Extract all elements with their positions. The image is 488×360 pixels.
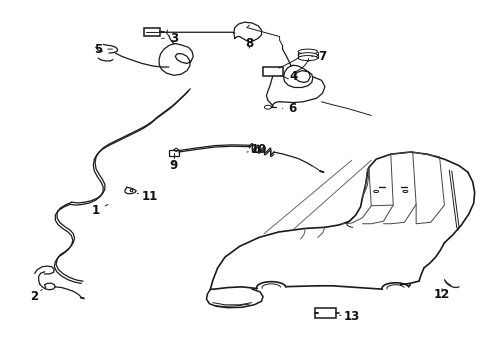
Bar (144, 28, 159, 36)
Text: 4: 4 (281, 69, 297, 82)
Ellipse shape (298, 55, 317, 60)
Text: 1: 1 (92, 204, 108, 217)
Text: 9: 9 (169, 159, 178, 172)
Text: 3: 3 (161, 32, 178, 45)
Text: 8: 8 (245, 37, 253, 50)
Ellipse shape (298, 49, 317, 54)
Text: 5: 5 (94, 42, 112, 55)
Ellipse shape (298, 53, 317, 58)
Bar (315, 308, 335, 318)
Text: 13: 13 (339, 310, 359, 324)
Text: 12: 12 (433, 288, 449, 301)
Text: 6: 6 (282, 102, 296, 115)
Bar (262, 67, 283, 76)
Bar (168, 150, 178, 156)
Text: 11: 11 (137, 190, 157, 203)
Text: 2: 2 (30, 289, 42, 303)
Ellipse shape (373, 190, 378, 193)
Ellipse shape (402, 190, 407, 193)
Text: 7: 7 (311, 50, 326, 63)
Text: 10: 10 (246, 143, 267, 156)
